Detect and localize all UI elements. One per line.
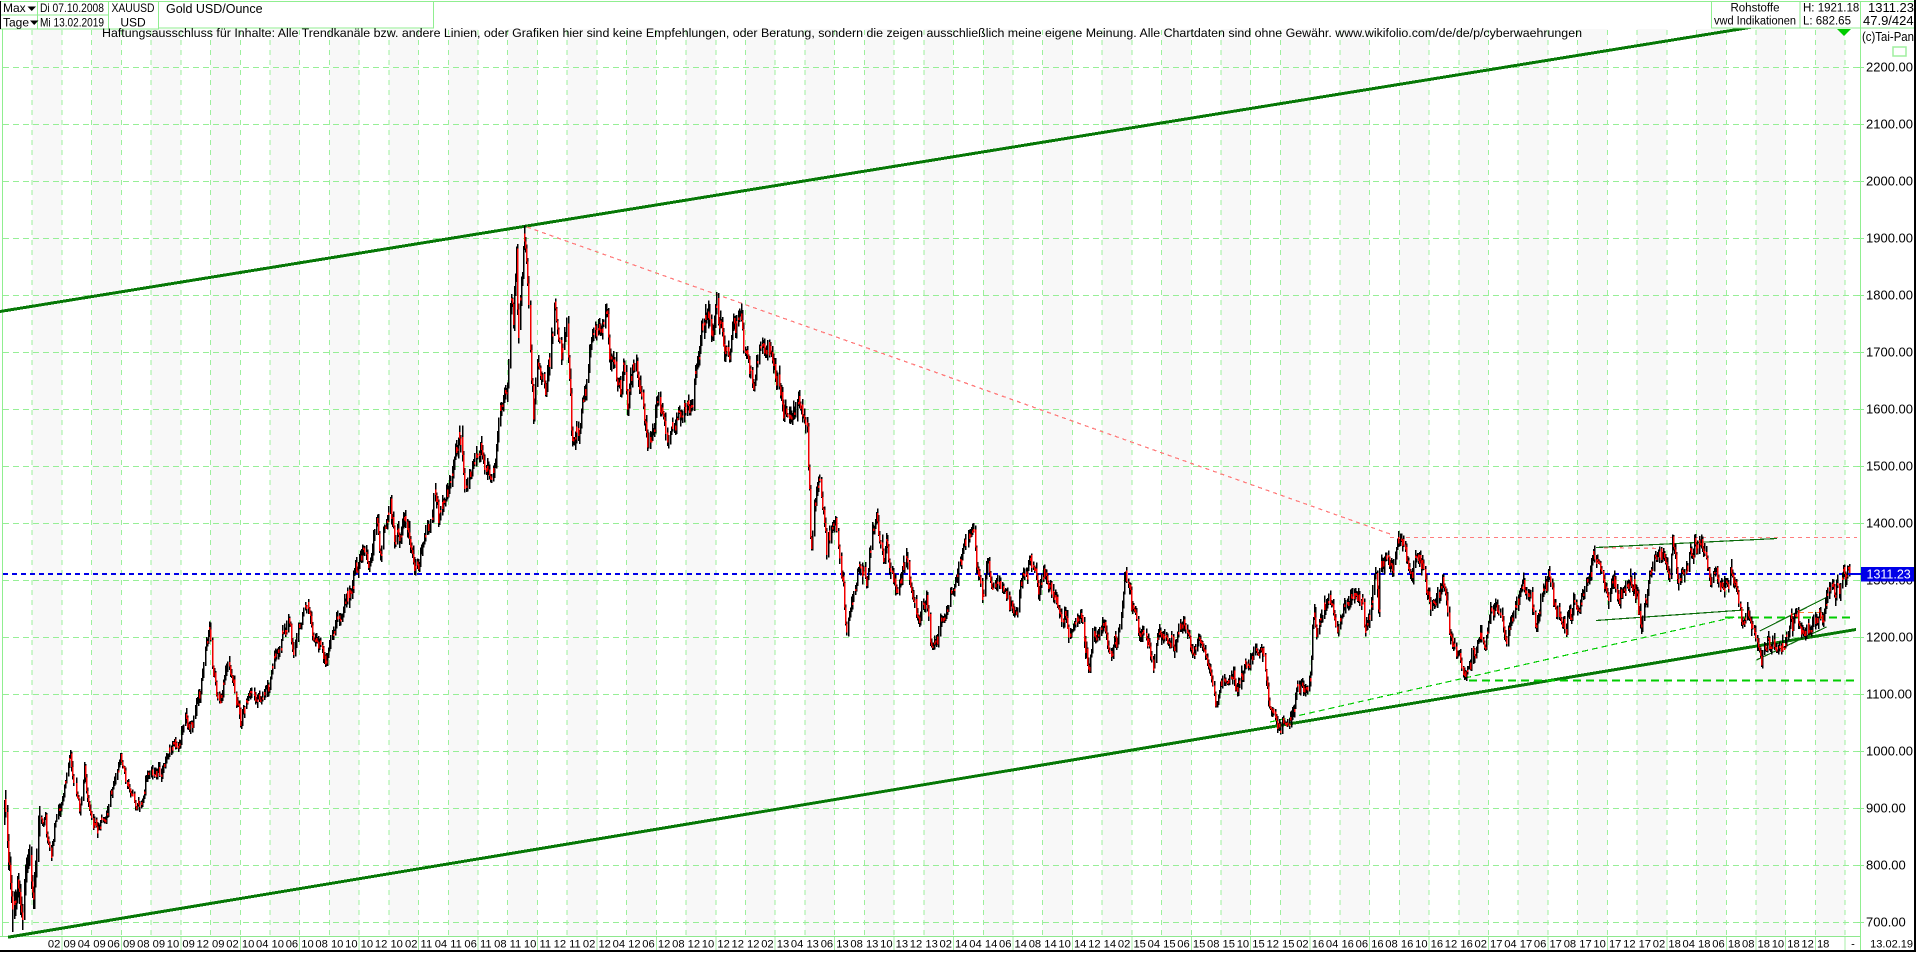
- svg-text:04 09: 04 09: [78, 939, 106, 951]
- svg-text:10 14: 10 14: [1058, 939, 1086, 951]
- svg-text:04 18: 04 18: [1683, 939, 1711, 951]
- svg-text:02 17: 02 17: [1475, 939, 1503, 951]
- svg-text:Mi 13.02.2019: Mi 13.02.2019: [40, 16, 104, 30]
- svg-text:06 18: 06 18: [1712, 939, 1740, 951]
- svg-text:08 14: 08 14: [1029, 939, 1057, 951]
- svg-text:02 11: 02 11: [405, 939, 432, 951]
- svg-text:02 16: 02 16: [1296, 939, 1324, 951]
- svg-text:06 09: 06 09: [107, 939, 135, 951]
- svg-text:06 15: 06 15: [1177, 939, 1205, 951]
- svg-text:06 10: 06 10: [286, 939, 314, 951]
- svg-text:12 09: 12 09: [197, 939, 225, 951]
- svg-text:06 16: 06 16: [1356, 939, 1384, 951]
- svg-text:08 11: 08 11: [494, 939, 521, 951]
- svg-text:L: 682.65: L: 682.65: [1803, 16, 1851, 28]
- svg-text:(c)Tai-Pan: (c)Tai-Pan: [1862, 29, 1914, 44]
- svg-text:1000.00: 1000.00: [1866, 744, 1913, 759]
- svg-text:08 17: 08 17: [1564, 939, 1592, 951]
- svg-text:02 12: 02 12: [583, 939, 611, 951]
- svg-text:02 10: 02 10: [226, 939, 254, 951]
- svg-text:10 12: 10 12: [702, 939, 730, 951]
- svg-text:900.00: 900.00: [1866, 801, 1906, 816]
- svg-text:02 13: 02 13: [761, 939, 789, 951]
- svg-text:04 12: 04 12: [613, 939, 641, 951]
- svg-text:2200.00: 2200.00: [1866, 60, 1913, 75]
- svg-text:H: 1921.18: H: 1921.18: [1803, 3, 1859, 15]
- svg-text:06 11: 06 11: [464, 939, 491, 951]
- svg-text:10 11: 10 11: [524, 939, 551, 951]
- svg-text:02 15: 02 15: [1118, 939, 1146, 951]
- svg-text:10 16: 10 16: [1415, 939, 1443, 951]
- svg-text:12 10: 12 10: [375, 939, 403, 951]
- svg-text:1800.00: 1800.00: [1866, 288, 1913, 303]
- svg-text:Rohstoffe: Rohstoffe: [1730, 3, 1779, 15]
- svg-text:Di 07.10.2008: Di 07.10.2008: [40, 1, 104, 15]
- svg-text:12 16: 12 16: [1445, 939, 1473, 951]
- svg-text:04 16: 04 16: [1326, 939, 1354, 951]
- svg-text:13.02.19: 13.02.19: [1870, 939, 1913, 951]
- svg-text:08 13: 08 13: [850, 939, 878, 951]
- svg-text:02 18: 02 18: [1653, 939, 1681, 951]
- svg-text:10 10: 10 10: [345, 939, 373, 951]
- svg-text:06 17: 06 17: [1534, 939, 1562, 951]
- svg-text:47.9/424.4: 47.9/424.4: [1863, 13, 1916, 28]
- svg-text:04 10: 04 10: [256, 939, 284, 951]
- svg-text:1500.00: 1500.00: [1866, 459, 1913, 474]
- svg-text:12 13: 12 13: [910, 939, 938, 951]
- svg-text:800.00: 800.00: [1866, 858, 1906, 873]
- svg-text:1400.00: 1400.00: [1866, 516, 1913, 531]
- svg-text:02 09: 02 09: [48, 939, 76, 951]
- svg-text:2000.00: 2000.00: [1866, 174, 1913, 189]
- svg-text:04 17: 04 17: [1504, 939, 1532, 951]
- svg-text:1700.00: 1700.00: [1866, 345, 1913, 360]
- svg-text:10 13: 10 13: [880, 939, 908, 951]
- svg-text:08 12: 08 12: [672, 939, 700, 951]
- svg-text:Haftungsausschluss für Inhalte: Haftungsausschluss für Inhalte: Alle Tre…: [102, 26, 1582, 40]
- svg-text:Max: Max: [3, 1, 26, 15]
- svg-text:12 12: 12 12: [732, 939, 760, 951]
- svg-text:12 17: 12 17: [1623, 939, 1651, 951]
- svg-text:1600.00: 1600.00: [1866, 402, 1913, 417]
- svg-text:700.00: 700.00: [1866, 915, 1906, 930]
- svg-text:10 15: 10 15: [1237, 939, 1265, 951]
- svg-text:04 13: 04 13: [791, 939, 819, 951]
- svg-text:1311.23: 1311.23: [1867, 568, 1911, 582]
- svg-text:06 13: 06 13: [821, 939, 849, 951]
- svg-text:08 15: 08 15: [1207, 939, 1235, 951]
- svg-text:1100.00: 1100.00: [1866, 687, 1912, 702]
- svg-text:Gold USD/Ounce: Gold USD/Ounce: [166, 2, 263, 16]
- svg-text:06 12: 06 12: [642, 939, 670, 951]
- svg-text:12 15: 12 15: [1267, 939, 1295, 951]
- svg-text:08 10: 08 10: [315, 939, 343, 951]
- svg-text:04 11: 04 11: [435, 939, 462, 951]
- svg-text:10 17: 10 17: [1593, 939, 1621, 951]
- svg-text:1900.00: 1900.00: [1866, 231, 1913, 246]
- svg-text:12 18: 12 18: [1801, 939, 1829, 951]
- svg-text:12 11: 12 11: [554, 939, 581, 951]
- svg-text:2100.00: 2100.00: [1866, 117, 1913, 132]
- svg-text:04 15: 04 15: [1148, 939, 1176, 951]
- svg-text:08 09: 08 09: [137, 939, 165, 951]
- svg-text:08 18: 08 18: [1742, 939, 1770, 951]
- svg-text:06 14: 06 14: [999, 939, 1027, 951]
- svg-text:XAUUSD: XAUUSD: [112, 1, 155, 15]
- svg-text:04 14: 04 14: [969, 939, 997, 951]
- svg-text:Tage: Tage: [3, 16, 29, 30]
- svg-text:02 14: 02 14: [940, 939, 968, 951]
- svg-text:1200.00: 1200.00: [1866, 630, 1913, 645]
- svg-text:12 14: 12 14: [1088, 939, 1116, 951]
- svg-text:10 09: 10 09: [167, 939, 195, 951]
- svg-text:vwd Indikationen: vwd Indikationen: [1714, 16, 1796, 28]
- svg-text:10 18: 10 18: [1772, 939, 1800, 951]
- svg-text:-: -: [1851, 939, 1855, 951]
- svg-text:08 16: 08 16: [1385, 939, 1413, 951]
